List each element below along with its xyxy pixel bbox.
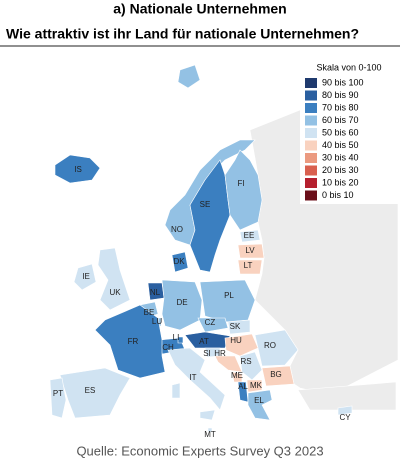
country-label: SK (230, 322, 241, 331)
legend-label: 20 bis 30 (322, 165, 359, 175)
country-label: DK (173, 257, 185, 266)
country-label: LI (173, 333, 180, 342)
country-label: LV (245, 246, 255, 255)
country-label: SI (203, 349, 211, 358)
country-label: CH (162, 343, 174, 352)
legend-swatch (305, 78, 317, 88)
country-shape (177, 64, 201, 89)
country-label: DE (176, 298, 187, 307)
country-shape (337, 405, 353, 416)
country-label: PT (53, 389, 63, 398)
country-shape (214, 355, 243, 373)
country-shape (254, 329, 299, 367)
country-label: EL (254, 396, 264, 405)
country-shape (247, 389, 273, 421)
legend-swatch (305, 128, 317, 138)
country-label: CY (339, 413, 351, 422)
country-shape (224, 149, 263, 231)
country-shape (227, 319, 251, 335)
country-shape (49, 377, 67, 419)
legend-swatch (305, 165, 317, 176)
legend-title: Skala von 0-100 (316, 62, 381, 72)
country-label: FR (128, 337, 139, 346)
legend-label: 0 bis 10 (322, 190, 354, 200)
source: Quelle: Economic Experts Survey Q3 2023 (76, 443, 323, 458)
country-shape (161, 279, 203, 331)
country-label: MK (250, 381, 263, 390)
country-shape (199, 279, 256, 323)
country-label: CZ (205, 318, 216, 327)
subtitle: Wie attraktiv ist ihr Land für nationale… (6, 26, 359, 42)
legend-swatch (305, 153, 317, 163)
country-label: BG (270, 370, 282, 379)
legend-label: 80 bis 90 (322, 90, 359, 100)
country-shape (237, 243, 265, 259)
country-label: AL (238, 382, 248, 391)
country-shape (73, 263, 97, 291)
country-shape (94, 304, 166, 379)
legend-label: 50 bis 60 (322, 127, 359, 137)
legend: Skala von 0-100 90 bis 100 80 bis 90 70 bi… (300, 58, 398, 204)
legend-swatch (305, 178, 317, 188)
legend-label: 90 bis 100 (322, 77, 364, 87)
country-label: NO (171, 225, 183, 234)
country-shape (239, 351, 263, 381)
legend-label: 10 bis 20 (322, 177, 359, 187)
country-shape (167, 347, 226, 411)
country-label: MT (204, 430, 216, 439)
country-shape (177, 336, 184, 344)
legend-swatch (305, 103, 317, 113)
country-label: IE (82, 272, 90, 281)
legend-swatch (305, 190, 317, 201)
country-shape (261, 365, 295, 387)
country-label: IS (74, 165, 82, 174)
country-shape (97, 247, 131, 311)
country-label: FI (237, 179, 244, 188)
country-shape (246, 379, 263, 393)
country-label: HU (230, 336, 242, 345)
country-shape (237, 259, 263, 275)
legend-label: 30 bis 40 (322, 152, 359, 162)
country-label: LU (152, 317, 162, 326)
country-shape (197, 317, 229, 333)
country-shape (54, 154, 101, 184)
country-shape (207, 427, 213, 433)
country-label: NL (150, 288, 161, 297)
country-shape (59, 367, 131, 419)
country-label: ES (85, 386, 96, 395)
country-label: LT (244, 261, 253, 270)
legend-label: 40 bis 50 (322, 140, 359, 150)
country-shape (224, 333, 259, 357)
country-label: PL (224, 291, 234, 300)
country-label: UK (109, 288, 121, 297)
legend-swatch (305, 90, 317, 101)
country-label: ME (231, 371, 243, 380)
legend-swatch (305, 115, 317, 126)
country-shape (171, 382, 181, 399)
country-shape (199, 409, 216, 421)
country-shape (239, 229, 261, 243)
country-label: EE (244, 231, 255, 240)
country-label: SE (200, 200, 211, 209)
country-shape (171, 251, 189, 273)
country-label: BE (144, 308, 155, 317)
title: a) Nationale Unternehmen (113, 1, 286, 17)
country-label: RS (240, 357, 251, 366)
legend-label: 60 bis 70 (322, 115, 359, 125)
legend-label: 70 bis 80 (322, 102, 359, 112)
country-label: RO (264, 341, 276, 350)
country-label: AT (199, 337, 209, 346)
legend-swatch (305, 140, 317, 151)
country-label: IT (189, 373, 196, 382)
country-label: HR (214, 349, 226, 358)
